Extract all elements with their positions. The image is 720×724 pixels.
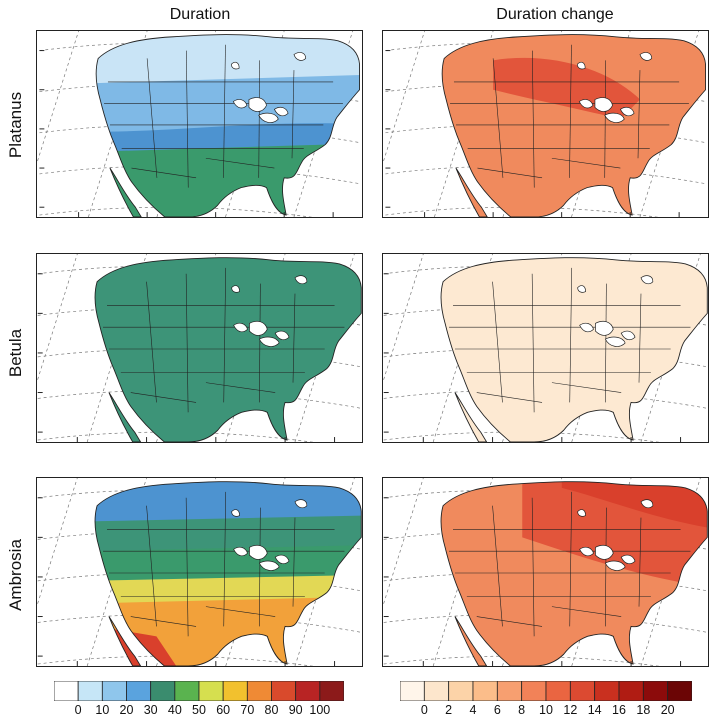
colorbar-tick-label: 2 (445, 703, 453, 717)
map-svg (37, 31, 360, 217)
row-label-platanus: Platanus (6, 91, 25, 159)
map-svg (37, 254, 362, 442)
colorbar-tick-label: 60 (216, 703, 231, 717)
colorbar-swatch (545, 681, 571, 701)
colorbar-swatch (448, 681, 474, 701)
column-title-duration: Duration (169, 6, 231, 23)
colorbar-tick-label: 20 (119, 703, 134, 717)
colorbar-tick-label: 0 (420, 703, 428, 717)
column-title-duration-change: Duration change (496, 6, 614, 23)
colorbar-swatch (618, 681, 644, 701)
colorbar-tick-label: 50 (192, 703, 206, 717)
colorbar-tick-label: 90 (288, 703, 303, 717)
colorbar-swatch (222, 681, 248, 701)
map-panel-ambrosia-duration-change (382, 477, 709, 667)
duration-colorbar (54, 681, 344, 701)
colorbar-swatch (521, 681, 547, 701)
colorbar-swatch (174, 681, 200, 701)
colorbar-tick-label: 40 (167, 703, 182, 717)
colorbar-tick-label: 14 (587, 703, 602, 717)
map-panel-betula-duration (36, 253, 363, 443)
colorbar-tick-label: 70 (240, 703, 255, 717)
colorbar-swatch (496, 681, 523, 701)
colorbar-tick-label: 10 (95, 703, 110, 717)
colorbar-swatch (319, 681, 344, 701)
map-svg (37, 478, 362, 666)
colorbar-swatch (400, 681, 425, 701)
colorbar-tick-label: 16 (612, 703, 626, 717)
colorbar-swatch (54, 681, 79, 701)
colorbar-tick-label: 10 (539, 703, 553, 717)
colorbar-swatch (594, 681, 620, 701)
colorbar-swatch (472, 681, 498, 701)
map-panel-platanus-duration-change (382, 30, 709, 218)
row-label-betula: Betula (6, 328, 25, 378)
map-panel-ambrosia-duration (36, 477, 363, 667)
map-panel-betula-duration-change (382, 253, 709, 443)
colorbar-swatch (423, 681, 450, 701)
colorbar-swatch (642, 681, 669, 701)
colorbar-tick-label: 4 (469, 703, 477, 717)
colorbar-swatch (569, 681, 596, 701)
map-panel-platanus-duration (36, 30, 363, 218)
colorbar-swatch (246, 681, 272, 701)
colorbar-tick-label: 20 (660, 703, 675, 717)
colorbar-swatch (667, 681, 692, 701)
colorbar-tick-label: 8 (518, 703, 526, 717)
colorbar-swatch (198, 681, 224, 701)
duration-change-colorbar (400, 681, 692, 701)
colorbar-tick-label: 0 (74, 703, 82, 717)
map-svg (383, 478, 708, 666)
colorbar-tick-label: 18 (636, 703, 651, 717)
map-svg (383, 254, 708, 442)
row-label-ambrosia: Ambrosia (6, 539, 25, 611)
map-svg (383, 31, 706, 217)
colorbar-tick-label: 30 (143, 703, 158, 717)
colorbar-swatch (150, 681, 176, 701)
colorbar-swatch (126, 681, 152, 701)
colorbar-swatch (295, 681, 321, 701)
colorbar-swatch (101, 681, 127, 701)
colorbar-tick-label: 80 (264, 703, 279, 717)
colorbar-tick-label: 12 (563, 703, 578, 717)
colorbar-tick-label: 100 (309, 703, 331, 717)
colorbar-swatch (271, 681, 297, 701)
colorbar-tick-label: 6 (493, 703, 501, 717)
colorbar-swatch (77, 681, 103, 701)
